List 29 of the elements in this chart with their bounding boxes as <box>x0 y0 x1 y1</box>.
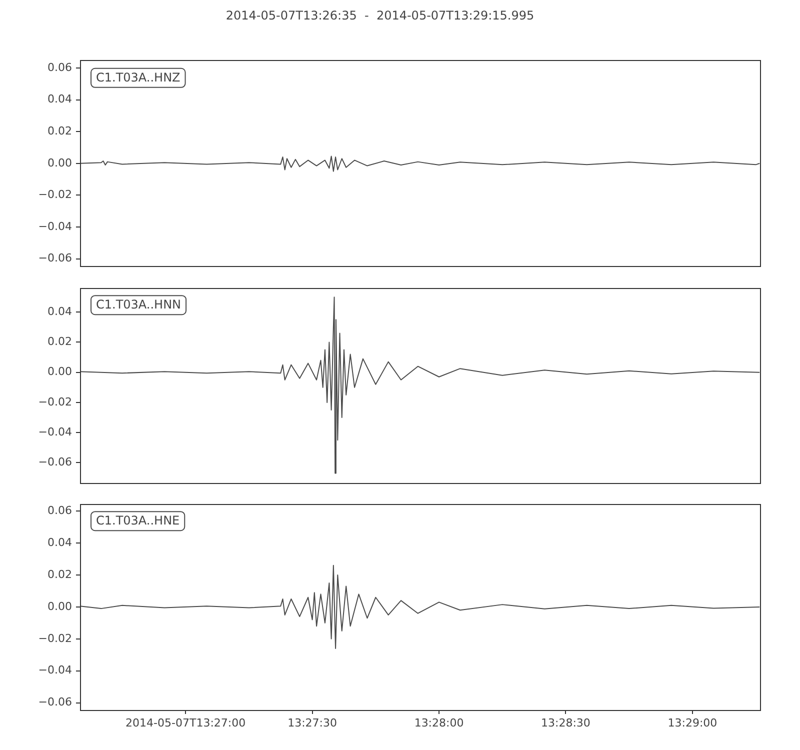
y-tick-label: 0.00 <box>48 600 72 613</box>
text: C1.T03A..HNE <box>96 514 180 528</box>
x-tick-label: 2014-05-07T13:27:00 <box>126 716 246 730</box>
y-tick-label: 0.02 <box>48 335 72 348</box>
y-tick-label: −0.02 <box>38 188 72 202</box>
x-tick-label: 13:29:00 <box>668 716 718 730</box>
y-tick-label: −0.06 <box>38 456 72 469</box>
y-tick-label: −0.06 <box>38 252 72 265</box>
chart-title: 2014-05-07T13:26:35 - 2014-05-07T13:29:15.995 <box>226 8 534 22</box>
text: C1.T03A..HNN <box>96 298 182 312</box>
y-tick-label: 0.06 <box>48 60 72 74</box>
y-tick-label: 0.04 <box>48 536 72 549</box>
y-tick-label: −0.04 <box>38 425 72 438</box>
y-tick-label: −0.06 <box>38 696 72 709</box>
y-tick-label: 0.04 <box>48 305 72 318</box>
y-tick-label: 0.02 <box>48 124 72 138</box>
y-tick-label: 0.02 <box>48 568 72 581</box>
x-tick-label: 13:28:00 <box>414 716 464 730</box>
x-tick-label: 13:27:30 <box>288 716 338 730</box>
y-tick-label: −0.02 <box>38 632 72 645</box>
text: C1.T03A..HNZ <box>96 70 180 85</box>
y-tick-label: −0.02 <box>38 395 72 408</box>
y-tick-label: −0.04 <box>38 664 72 677</box>
y-tick-label: 0.00 <box>48 365 72 378</box>
y-tick-label: 0.04 <box>48 92 72 106</box>
y-tick-label: 0.06 <box>48 504 72 517</box>
y-tick-label: 0.00 <box>48 156 72 170</box>
y-tick-label: −0.04 <box>38 220 72 233</box>
x-tick-label: 13:28:30 <box>541 716 590 730</box>
